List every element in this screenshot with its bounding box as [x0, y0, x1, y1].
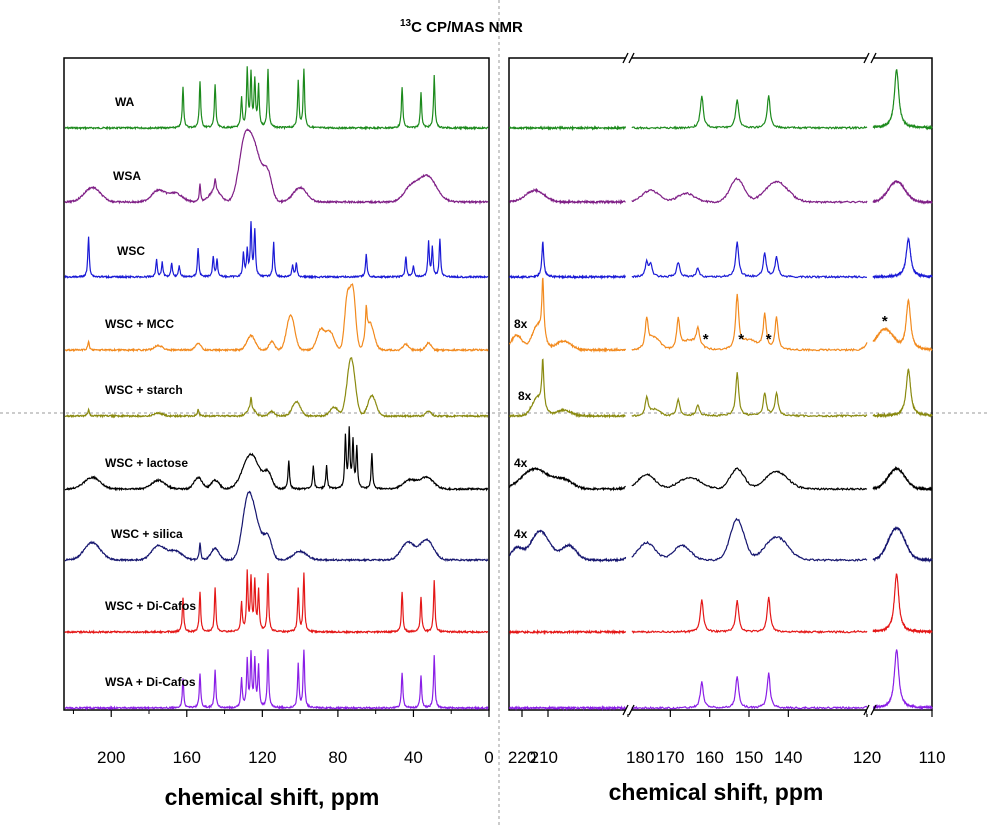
right-series-wsc-silica-segment-3 — [872, 525, 933, 564]
right-series-wsc-silica-segment-1 — [509, 529, 627, 563]
left-series-wsc-lactose — [64, 426, 489, 492]
right-series-wsc-starch-segment-2 — [631, 372, 868, 419]
right-series-wsa-segment-1 — [509, 187, 626, 206]
right-tick-label-110: 110 — [918, 748, 945, 767]
right-series-wa-segment-1 — [508, 124, 627, 132]
right-series-wa-segment-2 — [631, 95, 868, 131]
axis-break-mark — [863, 52, 870, 64]
asterisk-annotation-1: * — [703, 331, 709, 348]
right-series-wsa-segment-2 — [631, 177, 868, 204]
axis-break-gap — [867, 54, 873, 62]
right-series-wsc-segment-2 — [631, 241, 867, 280]
right-series-wsc-segment-3 — [872, 236, 933, 280]
series-label-wa: WA — [115, 95, 135, 109]
scale-label-wsc-silica: 4x — [514, 527, 528, 541]
right-series-wsc-lactose-segment-2 — [631, 467, 868, 491]
right-series-wsa-di-cafos-segment-3 — [872, 649, 933, 711]
series-label-wsc-starch: WSC + starch — [105, 383, 183, 397]
right-x-axis-title: chemical shift, ppm — [609, 779, 824, 805]
left-tick-label-160: 160 — [173, 748, 201, 767]
right-tick-label-140: 140 — [774, 748, 802, 767]
axis-break-mark — [863, 704, 870, 716]
right-panel-frame — [508, 57, 933, 711]
axis-break-mark — [628, 52, 635, 64]
right-series-wa-segment-3 — [872, 69, 933, 131]
series-label-wsc-di-cafos: WSC + Di-Cafos — [105, 599, 196, 613]
left-series-wsc — [64, 221, 489, 280]
right-tick-label-220: 220 — [508, 748, 536, 767]
right-tick-label-120: 120 — [853, 748, 881, 767]
right-tick-label-210: 210 — [530, 748, 558, 767]
series-label-wsc-silica: WSC + silica — [111, 527, 183, 541]
asterisk-annotation-3: * — [766, 331, 772, 348]
axis-break-mark — [870, 704, 877, 716]
right-series-wsc-di-cafos-segment-2 — [631, 596, 868, 634]
right-series-wsc-mcc-segment-1 — [508, 277, 627, 354]
series-label-wsc-mcc: WSC + MCC — [105, 317, 174, 331]
figure-title: 13C CP/MAS NMR — [400, 18, 523, 36]
right-series-wsc-di-cafos-segment-3 — [872, 573, 933, 635]
asterisk-annotation-2: * — [738, 331, 744, 348]
left-series-wsc-starch — [64, 357, 489, 419]
right-tick-label-170: 170 — [656, 748, 684, 767]
left-series-wsc-silica — [64, 490, 489, 563]
left-series-wsc-di-cafos — [64, 569, 489, 635]
left-tick-label-120: 120 — [248, 748, 276, 767]
title-main: C CP/MAS NMR — [411, 19, 523, 36]
axis-break-mark — [870, 52, 877, 64]
right-series-wsc-lactose-segment-1 — [508, 466, 626, 492]
left-series-wsc-mcc — [64, 282, 489, 353]
left-tick-label-0: 0 — [484, 748, 493, 767]
right-series-wsc-lactose-segment-3 — [872, 465, 933, 492]
series-label-wsc: WSC — [117, 244, 145, 258]
series-label-wsc-lactose: WSC + lactose — [105, 456, 188, 470]
right-series-wsc-starch-segment-1 — [508, 358, 626, 419]
axis-break-mark — [628, 704, 635, 716]
right-series-wsc-di-cafos-segment-1 — [509, 628, 627, 636]
scale-label-wsc-lactose: 4x — [514, 456, 528, 470]
asterisk-annotation-4: * — [882, 313, 888, 330]
right-series-wsc-mcc-segment-2 — [631, 293, 868, 353]
right-tick-label-180: 180 — [626, 748, 654, 767]
right-tick-label-150: 150 — [735, 748, 763, 767]
left-panel-frame — [63, 57, 490, 711]
axis-break-mark — [622, 52, 629, 64]
right-tick-label-160: 160 — [695, 748, 723, 767]
series-label-wsa: WSA — [113, 169, 141, 183]
right-series-wsa-di-cafos-segment-1 — [508, 704, 627, 712]
axis-break-gap — [867, 706, 873, 714]
left-x-axis-title: chemical shift, ppm — [165, 784, 380, 810]
scale-label-wsc-mcc: 8x — [514, 317, 528, 331]
right-series-wsc-mcc-segment-3 — [872, 298, 933, 353]
axis-break-gap — [626, 706, 631, 714]
right-series-wsc-starch-segment-3 — [872, 367, 933, 419]
left-series-wsa-di-cafos — [64, 649, 489, 711]
right-series-wsa-di-cafos-segment-2 — [631, 672, 868, 710]
right-series-wsa-segment-3 — [872, 179, 933, 205]
left-tick-label-40: 40 — [404, 748, 423, 767]
left-tick-label-200: 200 — [97, 748, 125, 767]
left-series-wsa — [64, 128, 489, 205]
right-series-wsc-silica-segment-2 — [631, 517, 868, 563]
axis-break-gap — [626, 54, 631, 62]
left-series-wa — [64, 66, 489, 131]
right-series-wsc-segment-1 — [508, 241, 626, 280]
series-label-wsa-di-cafos: WSA + Di-Cafos — [105, 675, 196, 689]
axis-break-mark — [622, 704, 629, 716]
scale-label-wsc-starch: 8x — [518, 389, 532, 403]
title-superscript: 13 — [400, 18, 412, 29]
left-tick-label-80: 80 — [328, 748, 347, 767]
